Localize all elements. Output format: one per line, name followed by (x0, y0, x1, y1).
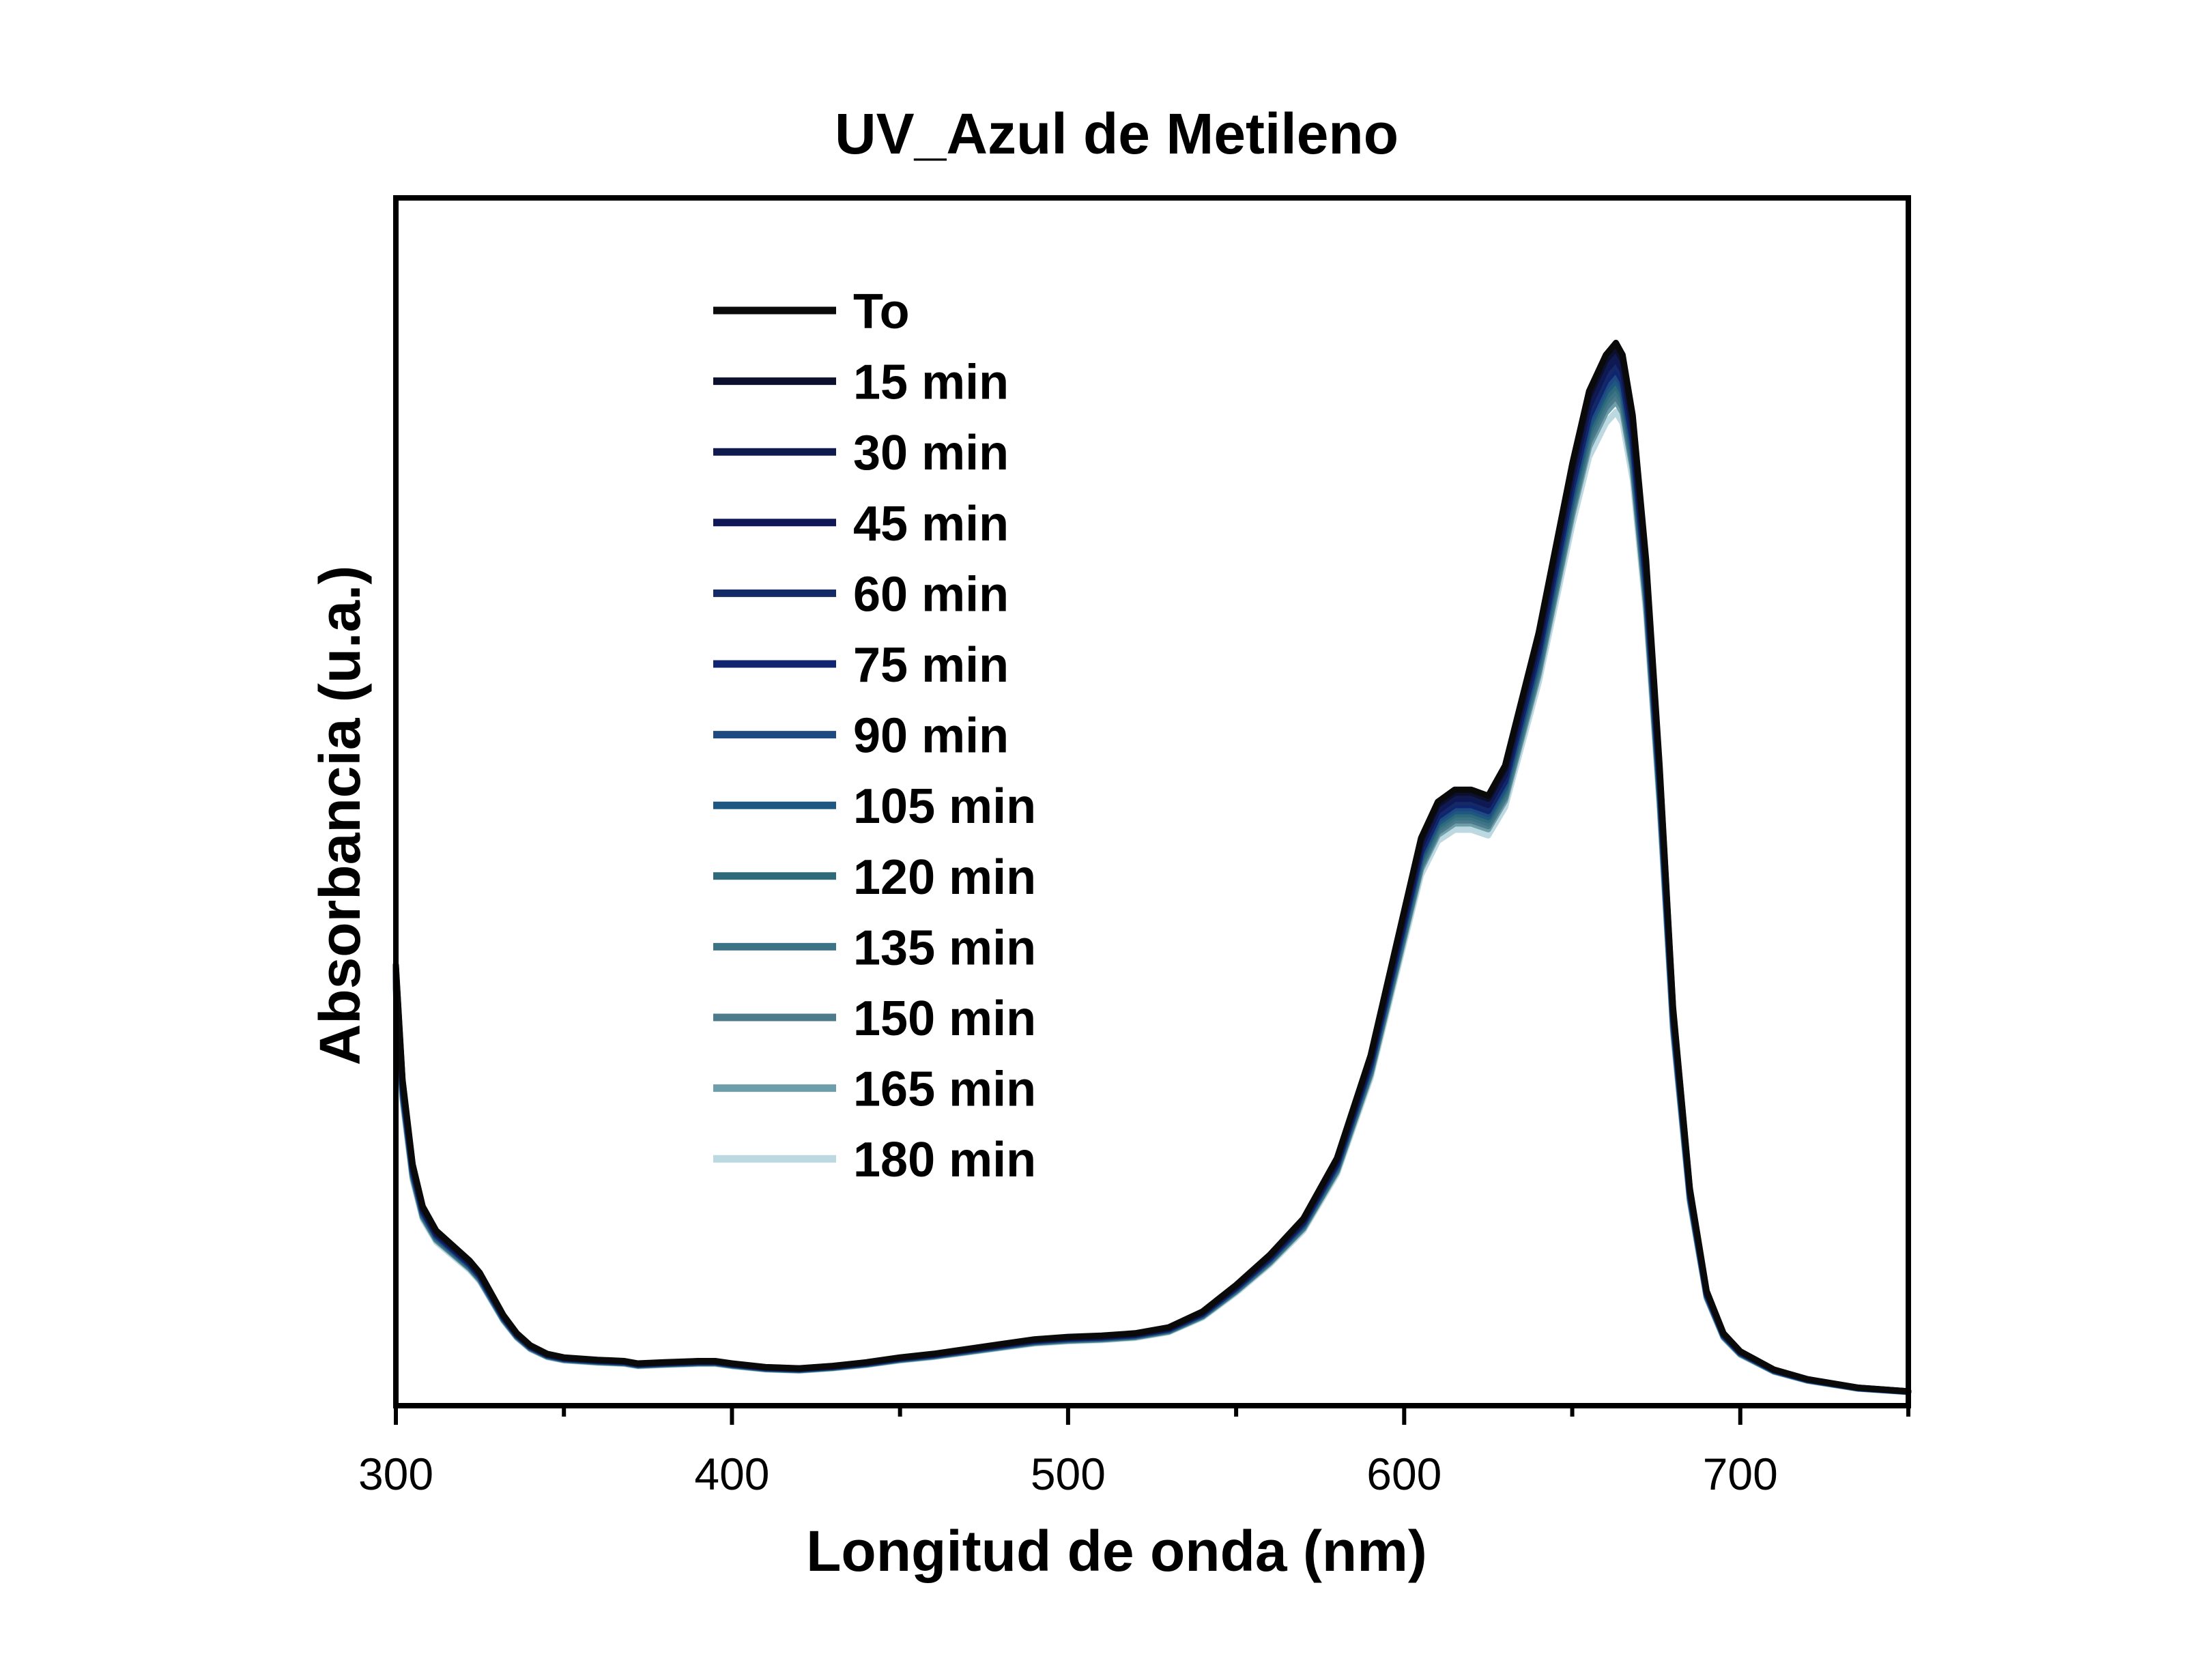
x-tick-label-400: 400 (694, 1449, 769, 1499)
legend-label-15-min: 15 min (853, 356, 1009, 410)
x-tick-label-700: 700 (1703, 1449, 1778, 1499)
x-tick-label-300: 300 (358, 1449, 433, 1499)
series-line-30-min (392, 350, 1912, 1395)
chart-title: UV_Azul de Metileno (835, 102, 1398, 166)
legend-label-to: To (853, 285, 910, 339)
series-line-90-min (392, 371, 1912, 1395)
legend-label-135-min: 135 min (853, 921, 1036, 975)
series-layer (392, 339, 1912, 1395)
series-line-to (392, 339, 1912, 1395)
series-line-150-min (392, 392, 1912, 1395)
series-line-75-min (392, 366, 1912, 1395)
legend-label-30-min: 30 min (853, 426, 1009, 480)
series-line-180-min (392, 409, 1912, 1395)
plot-frame (393, 195, 1911, 1408)
x-tick-label-600: 600 (1366, 1449, 1441, 1499)
series-line-135-min (392, 388, 1912, 1395)
x-axis-ticks (394, 1406, 1910, 1425)
series-line-105-min (392, 377, 1912, 1395)
legend: To 15 min 30 min 45 min 60 min 75 min 90 min 10… (713, 285, 1036, 1187)
legend-label-165-min: 165 min (853, 1062, 1036, 1117)
legend-label-105-min: 105 min (853, 779, 1036, 834)
legend-label-120-min: 120 min (853, 850, 1036, 905)
y-axis-label: Absorbancia (u.a.) (308, 566, 372, 1066)
x-axis-tick-labels: 300 400 500 600 700 (358, 1449, 1778, 1499)
series-line-45-min (392, 356, 1912, 1395)
legend-label-150-min: 150 min (853, 991, 1036, 1046)
x-axis-label: Longitud de onda (nm) (806, 1519, 1427, 1583)
x-tick-label-500: 500 (1031, 1449, 1106, 1499)
legend-label-90-min: 90 min (853, 709, 1009, 764)
legend-label-45-min: 45 min (853, 497, 1009, 551)
legend-label-75-min: 75 min (853, 638, 1009, 693)
legend-label-180-min: 180 min (853, 1133, 1036, 1187)
series-line-165-min (392, 398, 1912, 1395)
series-line-15-min (392, 345, 1912, 1395)
series-line-60-min (392, 361, 1912, 1395)
series-line-120-min (392, 382, 1912, 1395)
legend-label-60-min: 60 min (853, 567, 1009, 622)
